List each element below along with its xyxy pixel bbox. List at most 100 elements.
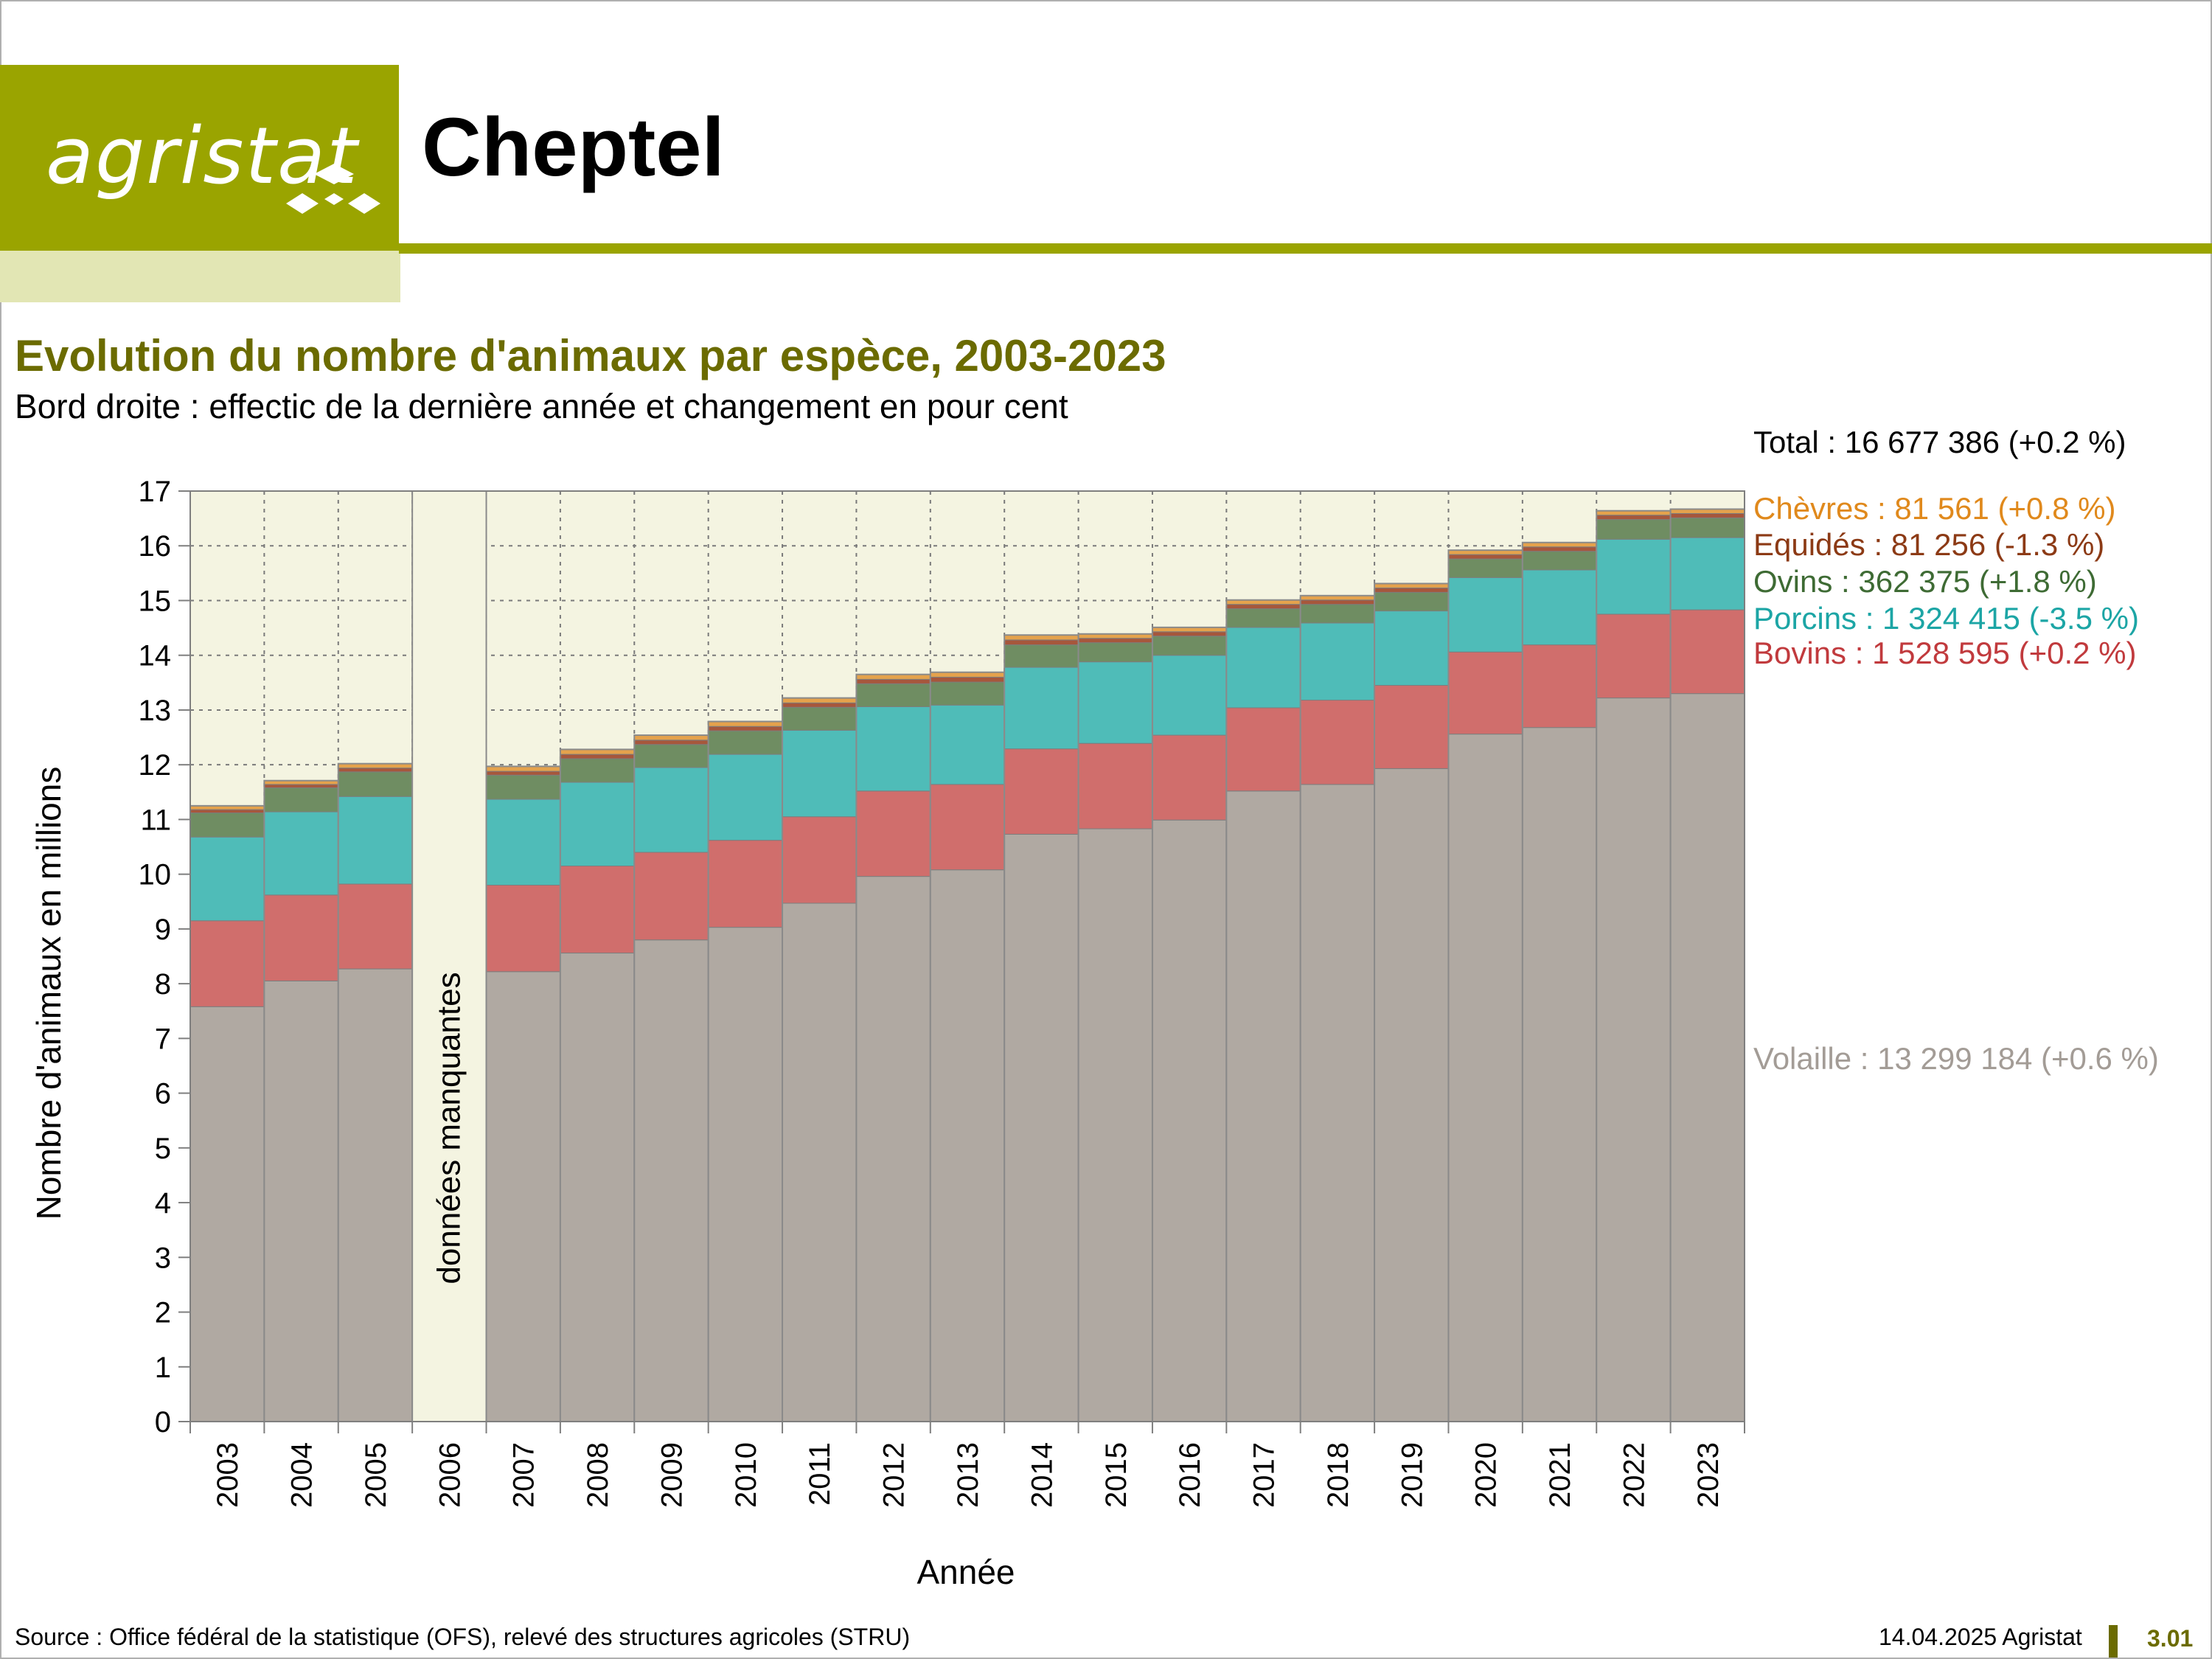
- x-tick-label: 2003: [212, 1442, 244, 1508]
- bar-segment: [189, 836, 265, 922]
- x-tick-label: 2015: [1100, 1442, 1133, 1508]
- bar-segment: [1004, 748, 1079, 835]
- bar-segment: [560, 748, 635, 755]
- bar-segment: [633, 740, 709, 745]
- bar-segment: [708, 721, 783, 727]
- x-tick-label: 2020: [1470, 1442, 1503, 1508]
- x-axis-title: Année: [917, 1553, 1015, 1591]
- y-tick-label: 15: [139, 585, 172, 617]
- missing-column: [412, 491, 487, 1422]
- bar-segment: [1447, 651, 1523, 735]
- bar-segment: [338, 768, 413, 773]
- bar-segment: [1374, 768, 1449, 1422]
- bar-segment: [855, 876, 931, 1422]
- bar-segment: [1152, 631, 1227, 637]
- bar-segment: [633, 734, 709, 741]
- bar-segment: [1522, 727, 1597, 1422]
- bar-segment: [1670, 537, 1745, 611]
- bar-segment: [263, 894, 339, 981]
- bar-segment: [263, 787, 339, 813]
- bar-segment: [263, 980, 339, 1422]
- bar-segment: [633, 767, 709, 853]
- bar-segment: [1300, 784, 1375, 1422]
- bar-segment: [855, 790, 931, 877]
- bar-segment: [338, 883, 413, 970]
- bar-segment: [560, 953, 635, 1422]
- bar-segment: [1225, 707, 1301, 792]
- bar-segment: [855, 683, 931, 707]
- logo-underline-band: [0, 251, 400, 302]
- bar-segment: [633, 852, 709, 941]
- bar-segment: [1374, 591, 1449, 612]
- stacked-bar-chart: données manquantes0123456789101112131415…: [29, 476, 1746, 1591]
- bar-segment: [1300, 700, 1375, 785]
- y-tick-label: 3: [155, 1242, 171, 1274]
- y-tick-label: 17: [139, 476, 172, 508]
- bar-segment: [189, 809, 265, 814]
- bar-segment: [263, 811, 339, 896]
- x-tick-label: 2006: [434, 1442, 466, 1508]
- x-tick-label: 2017: [1248, 1442, 1281, 1508]
- bar-segment: [1670, 693, 1745, 1422]
- bar-segment: [930, 676, 1005, 683]
- bar-segment: [1447, 554, 1523, 560]
- bar-segment: [708, 840, 783, 928]
- bar-segment: [1670, 517, 1745, 538]
- footer-source: Source : Office fédéral de la statistiqu…: [15, 1624, 911, 1650]
- bar-segment: [1522, 546, 1597, 552]
- bar-segment: [486, 971, 561, 1422]
- bar-segment: [930, 672, 1005, 678]
- header-rule: [399, 243, 2212, 254]
- footer-date: 14.04.2025 Agristat: [1879, 1624, 2082, 1650]
- logo-text: agristat: [46, 111, 359, 201]
- bar-segment: [1225, 790, 1301, 1422]
- page-title: Cheptel: [422, 101, 725, 193]
- bar-segment: [708, 726, 783, 731]
- chart-subtitle: Bord droite : effectic de la dernière an…: [15, 387, 1068, 425]
- y-tick-label: 1: [155, 1352, 171, 1384]
- bar-segment: [855, 678, 931, 684]
- legend-ovins: Ovins : 362 375 (+1.8 %): [1753, 564, 2097, 599]
- bar-segment: [1670, 609, 1745, 695]
- bar-segment: [1374, 611, 1449, 686]
- bar-segment: [1596, 613, 1672, 699]
- legend-porcins: Porcins : 1 324 415 (-3.5 %): [1753, 601, 2139, 636]
- bar-segment: [1004, 833, 1079, 1422]
- bar-segment: [1078, 638, 1153, 644]
- y-tick-label: 9: [155, 914, 171, 946]
- x-tick-label: 2019: [1396, 1442, 1428, 1508]
- bar-segment: [189, 813, 265, 838]
- bar-segment: [930, 704, 1005, 785]
- logo-diamond-icon: [286, 164, 380, 214]
- x-tick-label: 2009: [655, 1442, 688, 1508]
- y-tick-label: 16: [139, 530, 172, 563]
- x-tick-label: 2022: [1618, 1442, 1650, 1508]
- bar-segment: [1152, 819, 1227, 1422]
- x-tick-label: 2005: [360, 1442, 392, 1508]
- x-tick-label: 2008: [582, 1442, 614, 1508]
- x-tick-label: 2010: [730, 1442, 762, 1508]
- x-tick-label: 2007: [508, 1442, 540, 1508]
- bar-segment: [338, 771, 413, 797]
- bar-segment: [1522, 569, 1597, 646]
- y-tick-label: 10: [139, 859, 172, 891]
- bar-segment: [1078, 661, 1153, 744]
- bar-segment: [1522, 551, 1597, 571]
- y-tick-label: 13: [139, 695, 172, 727]
- legend-bovins: Bovins : 1 528 595 (+0.2 %): [1753, 636, 2137, 670]
- bar-segment: [1078, 642, 1153, 663]
- bar-segment: [486, 884, 561, 973]
- bar-segment: [560, 754, 635, 759]
- bar-segment: [1522, 644, 1597, 728]
- bar-segment: [486, 765, 561, 772]
- bar-segment: [1374, 685, 1449, 769]
- bar-segment: [1078, 742, 1153, 830]
- bar-segment: [1596, 698, 1672, 1422]
- x-tick-label: 2013: [952, 1442, 984, 1508]
- bar-segment: [1225, 627, 1301, 709]
- y-tick-label: 11: [140, 804, 171, 836]
- legend-equides: Equidés : 81 256 (-1.3 %): [1753, 527, 2105, 562]
- total-label: Total : 16 677 386 (+0.2 %): [1753, 425, 2126, 459]
- y-tick-label: 4: [155, 1187, 171, 1220]
- chart-title: Evolution du nombre d'animaux par espèce…: [15, 331, 1166, 380]
